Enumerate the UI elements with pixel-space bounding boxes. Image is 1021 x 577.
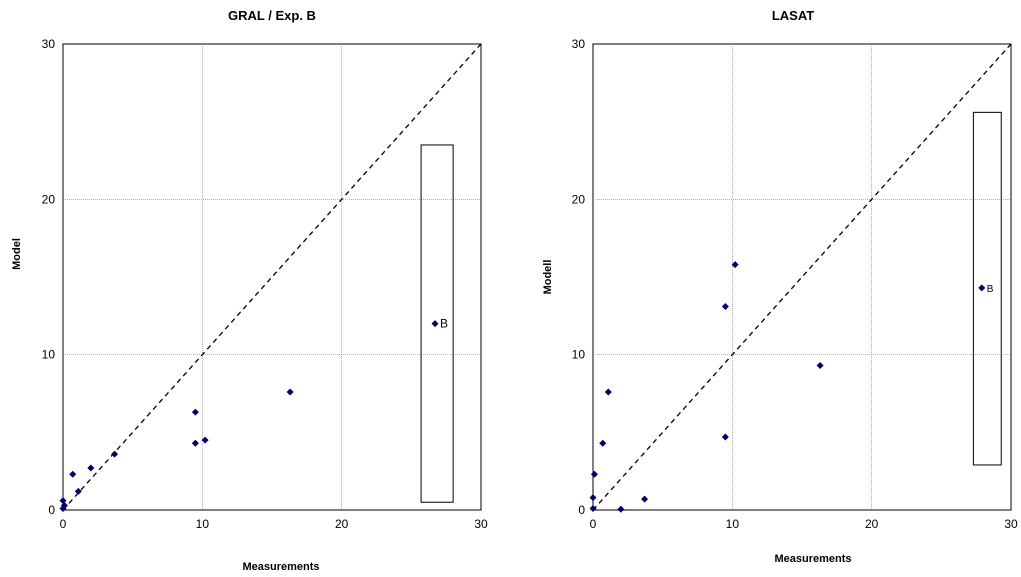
chart-1-x-axis-label: Measurements xyxy=(242,561,319,573)
chart-2-y-ticks: 0 10 20 30 xyxy=(572,37,586,517)
chart-2-x-tick: 0 xyxy=(590,517,597,531)
chart-1-point xyxy=(59,497,67,505)
chart-2-y-tick: 20 xyxy=(572,192,586,206)
chart-2-plot-area xyxy=(592,43,1012,511)
chart-2-point xyxy=(599,439,607,447)
chart-2-point xyxy=(816,362,824,370)
chart-2-title: LASAT xyxy=(772,8,814,23)
chart-2-point xyxy=(589,494,597,502)
chart-1-y-tick: 0 xyxy=(48,503,55,517)
chart-2: LASAT B 0 10 20 30 0 10 20 30 Measuremen… xyxy=(542,8,1018,565)
chart-1-range-box xyxy=(420,144,454,503)
chart-2-x-ticks: 0 10 20 30 xyxy=(590,517,1018,531)
chart-2-point xyxy=(617,505,625,513)
chart-2-point xyxy=(721,433,729,441)
chart-2-point xyxy=(721,303,729,311)
chart-2-y-tick: 30 xyxy=(572,37,586,51)
chart-2-annotation-label: B xyxy=(987,284,994,295)
chart-1-points xyxy=(59,320,439,512)
chart-2-points xyxy=(589,261,986,513)
chart-1-point xyxy=(74,487,82,495)
chart-2-x-tick: 20 xyxy=(865,517,879,531)
chart-2-point xyxy=(589,504,597,512)
chart-1-point xyxy=(191,408,199,416)
chart-1: GRAL / Exp. B B 0 10 20 30 0 10 20 30 Me… xyxy=(11,8,488,573)
chart-1-x-tick: 10 xyxy=(196,517,210,531)
chart-1-point xyxy=(191,439,199,447)
chart-1-point xyxy=(87,464,95,472)
chart-1-annotation-label: B xyxy=(440,317,448,331)
chart-1-y-tick: 10 xyxy=(42,348,56,362)
chart-2-annotation-point xyxy=(978,284,986,292)
chart-2-y-tick: 0 xyxy=(578,503,585,517)
chart-2-range-box xyxy=(972,111,1002,466)
chart-1-y-ticks: 0 10 20 30 xyxy=(42,37,56,517)
chart-1-y-axis-label: Model xyxy=(11,238,23,270)
chart-2-point xyxy=(604,388,612,396)
chart-1-title: GRAL / Exp. B xyxy=(228,8,316,23)
chart-1-annotation-point xyxy=(431,320,439,328)
chart-1-y-tick: 30 xyxy=(42,37,56,51)
chart-2-x-tick: 30 xyxy=(1004,517,1018,531)
chart-1-y-tick: 20 xyxy=(42,192,56,206)
chart-1-plot-area xyxy=(62,43,482,511)
chart-1-point xyxy=(201,436,209,444)
chart-1-point xyxy=(111,450,119,458)
chart-2-point xyxy=(731,261,739,269)
chart-1-x-tick: 30 xyxy=(474,517,488,531)
chart-2-x-tick: 10 xyxy=(726,517,740,531)
chart-1-grid xyxy=(63,44,481,510)
chart-2-x-axis-label: Measurements xyxy=(774,553,851,565)
chart-1-x-tick: 20 xyxy=(335,517,349,531)
chart-2-y-tick: 10 xyxy=(572,348,586,362)
chart-2-grid xyxy=(593,44,1011,510)
chart-2-point xyxy=(590,470,598,478)
chart-1-x-tick: 0 xyxy=(60,517,67,531)
chart-1-point xyxy=(286,388,294,396)
chart-1-point xyxy=(69,470,77,478)
chart-2-point xyxy=(641,495,649,503)
chart-1-x-ticks: 0 10 20 30 xyxy=(60,517,488,531)
chart-2-y-axis-label: Modell xyxy=(542,260,554,295)
